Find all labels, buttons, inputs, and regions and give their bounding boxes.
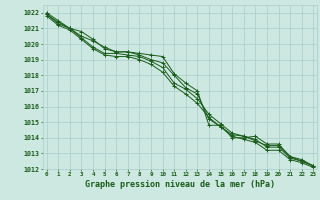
X-axis label: Graphe pression niveau de la mer (hPa): Graphe pression niveau de la mer (hPa) xyxy=(85,180,275,189)
